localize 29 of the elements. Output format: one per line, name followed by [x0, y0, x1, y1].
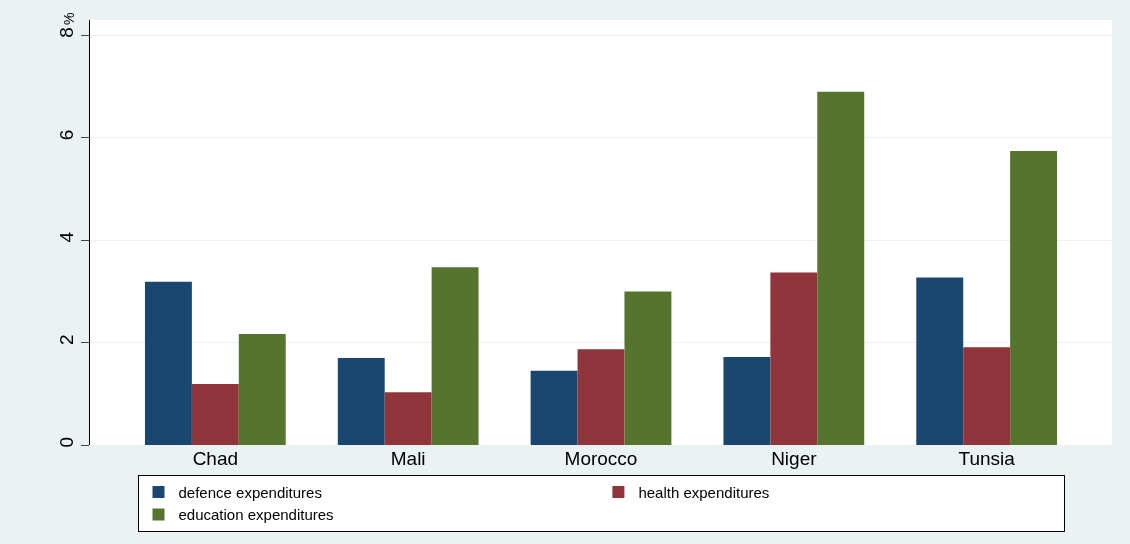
- bar: [817, 91, 865, 445]
- bar: [337, 357, 385, 445]
- y-tick-label: 8: [56, 27, 78, 38]
- legend-label: defence expenditures: [178, 483, 322, 501]
- x-tick-label: Chad: [192, 448, 239, 469]
- bar: [144, 281, 192, 445]
- bar: [770, 272, 818, 445]
- x-tick-label: Morocco: [564, 448, 638, 469]
- y-tick-label: 4: [56, 231, 78, 243]
- legend-label: health expenditures: [638, 483, 770, 501]
- bar: [530, 370, 578, 445]
- x-tick-label: Mali: [390, 448, 426, 469]
- bar: [431, 267, 479, 445]
- y-axis-title: %: [61, 12, 78, 26]
- x-tick-label: Tunsia: [958, 448, 1016, 469]
- x-tick-label: Niger: [771, 448, 818, 469]
- bar: [384, 392, 432, 445]
- bar: [577, 349, 625, 445]
- legend-label: education expenditures: [178, 506, 334, 524]
- y-tick-label: 6: [56, 129, 78, 141]
- bar: [624, 291, 672, 445]
- bar: [723, 356, 771, 445]
- bar: [238, 333, 286, 445]
- y-tick-label: 0: [56, 436, 78, 448]
- bar: [1010, 151, 1058, 445]
- bar: [916, 277, 964, 445]
- y-tick-label: 2: [56, 334, 78, 346]
- bar: [963, 347, 1011, 445]
- bar: [191, 384, 239, 445]
